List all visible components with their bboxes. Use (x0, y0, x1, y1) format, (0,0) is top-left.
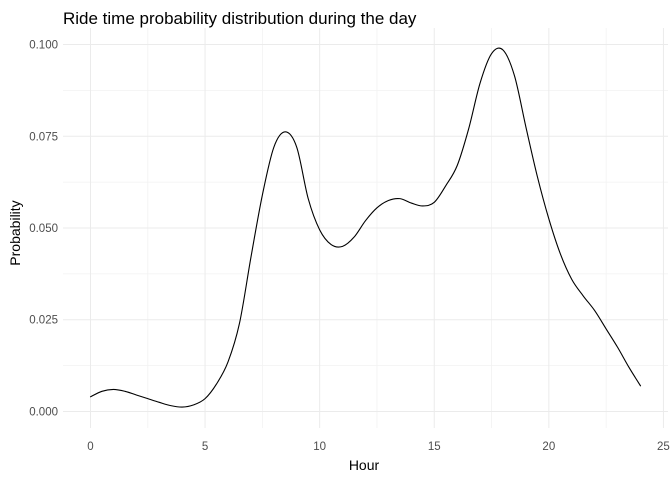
x-axis-title: Hour (349, 457, 380, 473)
x-tick-label: 15 (428, 441, 441, 453)
x-tick-label: 5 (202, 441, 208, 453)
major-gridlines (63, 28, 668, 428)
y-tick-label: 0.050 (29, 223, 58, 235)
probability-density-line (89, 47, 642, 408)
series-layer (89, 47, 642, 408)
y-tick-label: 0.000 (29, 406, 58, 418)
y-tick-label: 0.025 (29, 315, 58, 327)
y-tick-label: 0.100 (29, 40, 58, 52)
x-tick-label: 10 (313, 441, 326, 453)
tick-labels: 0 5 10 15 20 25 0.000 0.025 0.050 0.075 0.100 (29, 40, 670, 453)
y-axis-title: Probability (7, 200, 23, 265)
chart-title: Ride time probability distribution durin… (63, 9, 417, 28)
x-tick-label: 0 (87, 441, 93, 453)
y-tick-label: 0.075 (29, 131, 58, 143)
x-tick-label: 20 (542, 441, 555, 453)
x-tick-label: 25 (657, 441, 670, 453)
